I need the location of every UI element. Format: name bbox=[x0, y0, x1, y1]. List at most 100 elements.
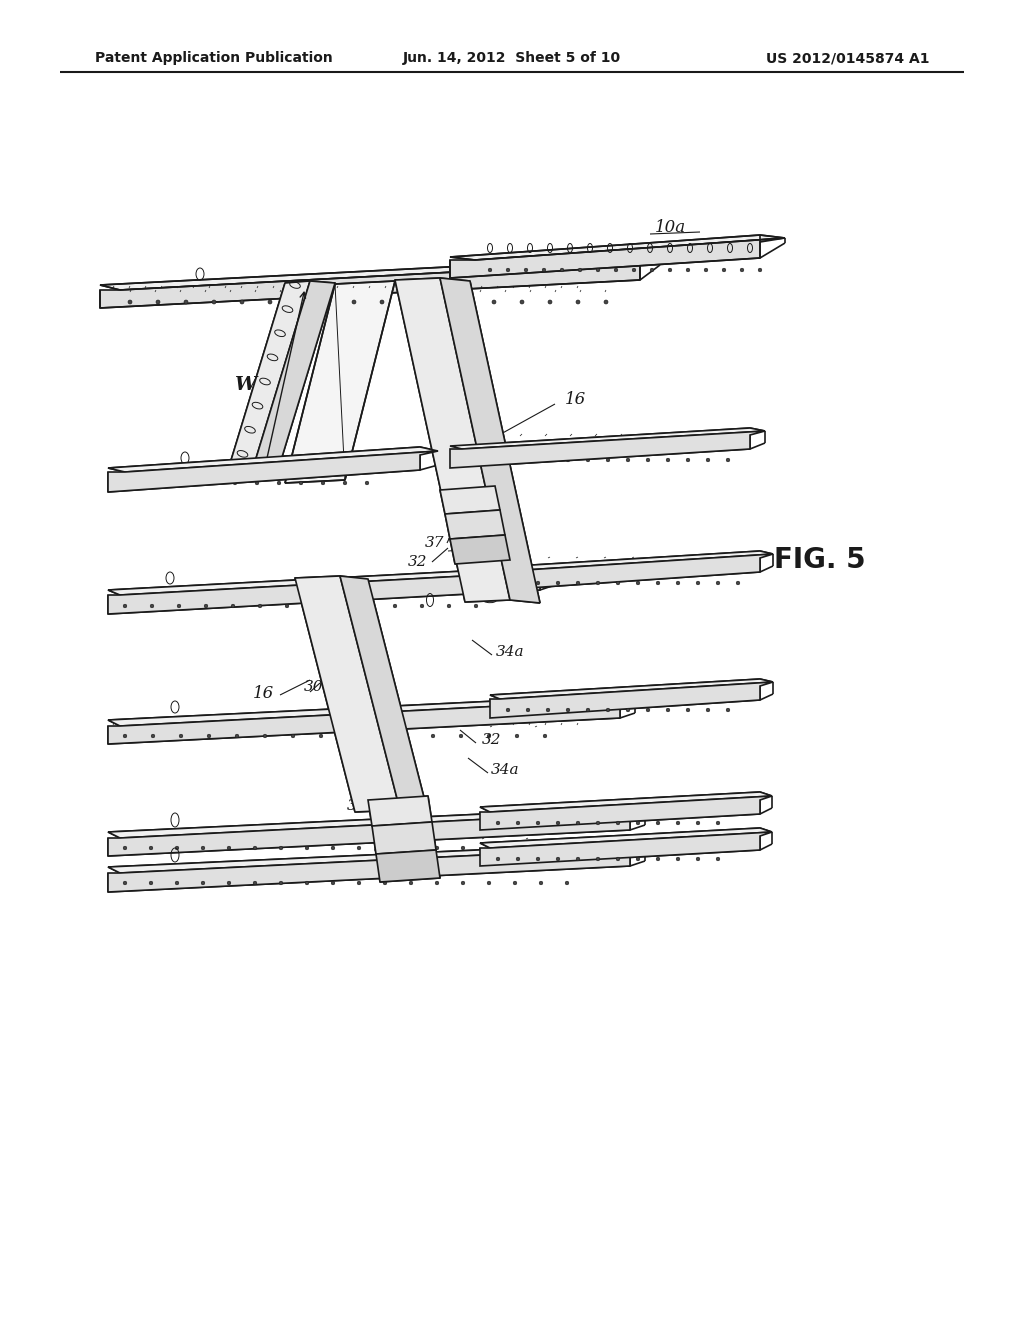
Circle shape bbox=[466, 458, 470, 462]
Circle shape bbox=[705, 268, 708, 272]
Circle shape bbox=[726, 709, 730, 711]
Circle shape bbox=[461, 882, 465, 884]
Circle shape bbox=[540, 846, 543, 850]
Circle shape bbox=[403, 734, 407, 738]
Circle shape bbox=[515, 734, 519, 738]
Circle shape bbox=[151, 605, 154, 607]
Circle shape bbox=[604, 300, 608, 304]
Circle shape bbox=[212, 300, 216, 304]
Circle shape bbox=[461, 846, 465, 850]
Circle shape bbox=[280, 846, 283, 850]
Circle shape bbox=[447, 605, 451, 607]
Circle shape bbox=[596, 857, 600, 861]
Polygon shape bbox=[108, 572, 555, 614]
Circle shape bbox=[319, 734, 323, 738]
Circle shape bbox=[150, 846, 153, 850]
Circle shape bbox=[492, 300, 496, 304]
Circle shape bbox=[339, 605, 343, 607]
Circle shape bbox=[577, 581, 580, 585]
Circle shape bbox=[312, 605, 315, 607]
Circle shape bbox=[343, 482, 347, 484]
Circle shape bbox=[606, 458, 610, 462]
Circle shape bbox=[636, 857, 640, 861]
Circle shape bbox=[152, 734, 155, 738]
Circle shape bbox=[520, 300, 524, 304]
Polygon shape bbox=[450, 535, 510, 564]
Circle shape bbox=[189, 482, 193, 484]
Circle shape bbox=[676, 581, 680, 585]
Circle shape bbox=[184, 300, 188, 304]
Polygon shape bbox=[225, 281, 310, 480]
Circle shape bbox=[716, 857, 720, 861]
Circle shape bbox=[513, 846, 517, 850]
Polygon shape bbox=[395, 279, 510, 602]
Circle shape bbox=[240, 300, 244, 304]
Circle shape bbox=[459, 734, 463, 738]
Polygon shape bbox=[108, 447, 438, 473]
Circle shape bbox=[280, 882, 283, 884]
Circle shape bbox=[566, 709, 569, 711]
Circle shape bbox=[676, 821, 680, 825]
Circle shape bbox=[236, 734, 239, 738]
Circle shape bbox=[546, 458, 550, 462]
Polygon shape bbox=[480, 796, 772, 830]
Circle shape bbox=[616, 857, 620, 861]
Circle shape bbox=[524, 268, 527, 272]
Circle shape bbox=[686, 458, 690, 462]
Circle shape bbox=[258, 605, 262, 607]
Polygon shape bbox=[108, 700, 635, 744]
Polygon shape bbox=[450, 235, 785, 260]
Circle shape bbox=[506, 268, 510, 272]
Circle shape bbox=[686, 709, 690, 711]
Circle shape bbox=[646, 709, 650, 711]
Circle shape bbox=[716, 581, 720, 585]
Circle shape bbox=[560, 268, 564, 272]
Polygon shape bbox=[500, 554, 773, 590]
Text: 37: 37 bbox=[347, 799, 367, 813]
Circle shape bbox=[516, 857, 520, 861]
Circle shape bbox=[696, 857, 699, 861]
Text: 30a: 30a bbox=[304, 680, 333, 694]
Circle shape bbox=[156, 300, 160, 304]
Text: 16: 16 bbox=[252, 685, 273, 701]
Polygon shape bbox=[440, 486, 500, 513]
Circle shape bbox=[268, 300, 272, 304]
Circle shape bbox=[179, 734, 183, 738]
Circle shape bbox=[123, 734, 127, 738]
Circle shape bbox=[586, 458, 590, 462]
Circle shape bbox=[299, 482, 303, 484]
Circle shape bbox=[656, 857, 659, 861]
Text: 32: 32 bbox=[482, 733, 502, 747]
Circle shape bbox=[546, 709, 550, 711]
Circle shape bbox=[556, 821, 560, 825]
Circle shape bbox=[707, 709, 710, 711]
Polygon shape bbox=[450, 432, 765, 469]
Circle shape bbox=[516, 581, 520, 585]
Polygon shape bbox=[480, 828, 772, 847]
Circle shape bbox=[233, 482, 237, 484]
Circle shape bbox=[667, 458, 670, 462]
Circle shape bbox=[548, 300, 552, 304]
Polygon shape bbox=[490, 678, 773, 700]
Circle shape bbox=[556, 581, 560, 585]
Circle shape bbox=[758, 268, 762, 272]
Circle shape bbox=[207, 734, 211, 738]
Circle shape bbox=[123, 846, 127, 850]
Circle shape bbox=[537, 581, 540, 585]
Circle shape bbox=[497, 821, 500, 825]
Text: FIG. 5: FIG. 5 bbox=[774, 546, 866, 574]
Circle shape bbox=[526, 458, 529, 462]
Circle shape bbox=[487, 734, 490, 738]
Circle shape bbox=[632, 268, 636, 272]
Circle shape bbox=[123, 605, 127, 607]
Circle shape bbox=[150, 882, 153, 884]
Circle shape bbox=[537, 821, 540, 825]
Circle shape bbox=[201, 882, 205, 884]
Circle shape bbox=[305, 882, 309, 884]
Circle shape bbox=[586, 709, 590, 711]
Circle shape bbox=[686, 268, 690, 272]
Circle shape bbox=[707, 458, 710, 462]
Circle shape bbox=[736, 581, 739, 585]
Circle shape bbox=[696, 581, 699, 585]
Circle shape bbox=[435, 882, 439, 884]
